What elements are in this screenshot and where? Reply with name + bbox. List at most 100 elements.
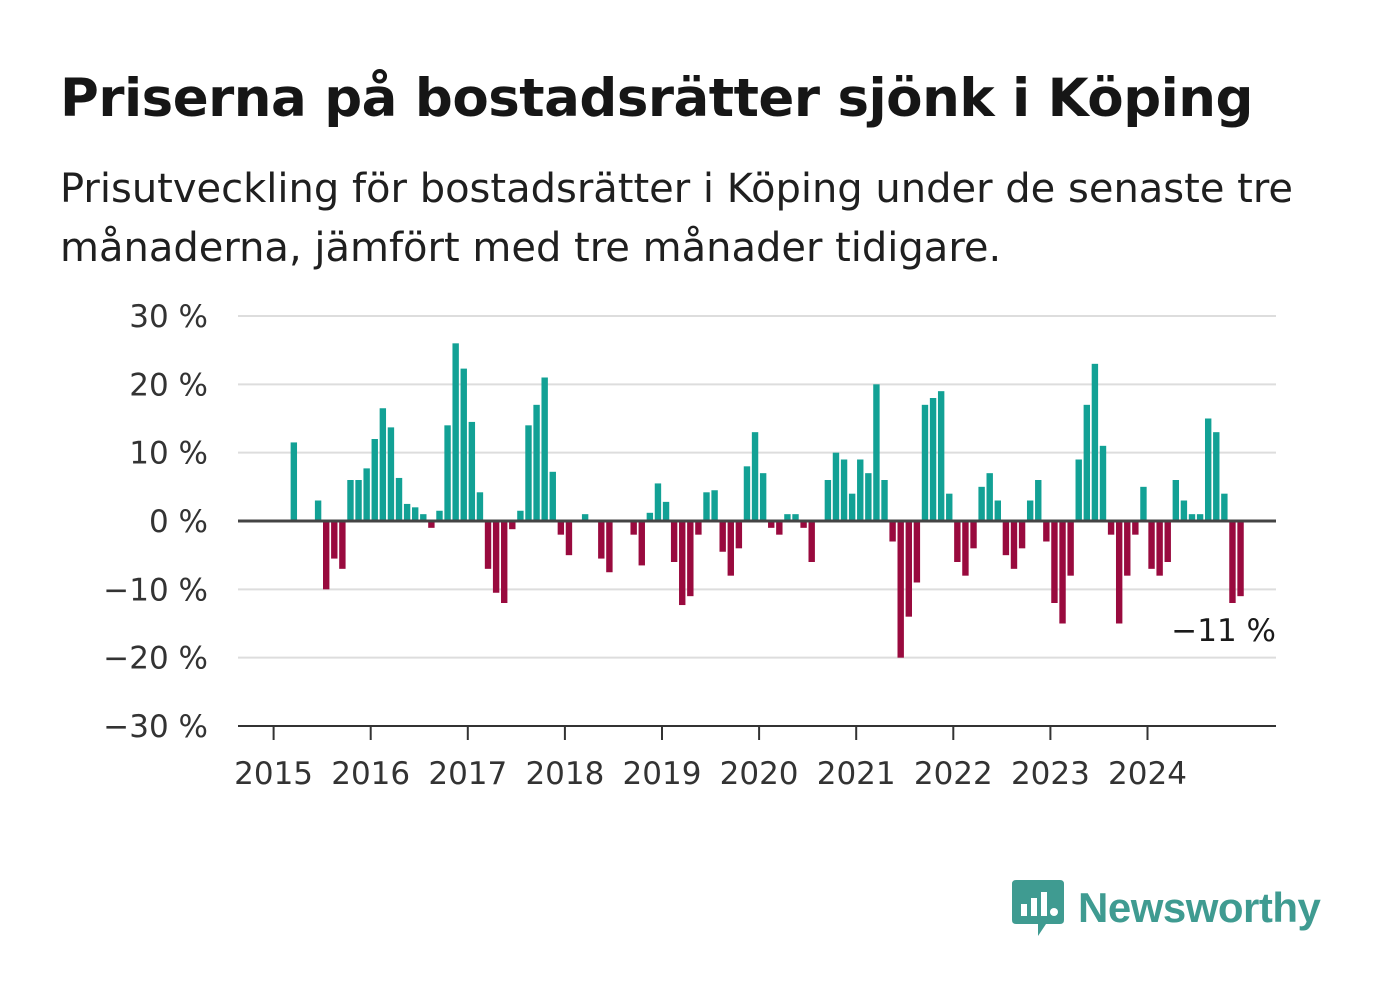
bar bbox=[525, 425, 532, 521]
bar bbox=[727, 521, 734, 576]
bar bbox=[824, 480, 832, 521]
bar bbox=[1035, 480, 1042, 521]
bar bbox=[1059, 521, 1066, 624]
last-value-annotation: −11 % bbox=[1171, 613, 1276, 649]
bar bbox=[1132, 521, 1139, 535]
bar bbox=[638, 521, 645, 566]
bar bbox=[339, 521, 346, 569]
bar bbox=[954, 521, 961, 562]
bar bbox=[1148, 521, 1155, 569]
bar bbox=[921, 404, 929, 521]
bar bbox=[1237, 521, 1244, 597]
bar bbox=[1188, 514, 1196, 521]
bar bbox=[420, 514, 427, 521]
bar bbox=[759, 473, 767, 521]
bar bbox=[1164, 521, 1171, 562]
bar bbox=[1229, 521, 1236, 603]
bar bbox=[549, 471, 556, 521]
y-tick-label: 20 % bbox=[129, 367, 208, 403]
x-tick-label: 2015 bbox=[234, 756, 313, 792]
x-tick-label: 2022 bbox=[914, 756, 993, 792]
bar bbox=[848, 493, 856, 521]
bar bbox=[865, 473, 872, 521]
bar bbox=[881, 480, 888, 521]
bar bbox=[606, 521, 613, 573]
bar bbox=[889, 521, 896, 542]
bar bbox=[598, 521, 605, 559]
bar bbox=[905, 521, 912, 617]
bar bbox=[994, 500, 1001, 521]
bar bbox=[428, 521, 435, 528]
bar bbox=[1196, 514, 1204, 521]
bar bbox=[557, 521, 565, 535]
bar bbox=[1213, 432, 1220, 521]
bar bbox=[1124, 521, 1131, 576]
bar bbox=[1099, 445, 1107, 521]
chart-title: Priserna på bostadsrätter sjönk i Köping bbox=[60, 68, 1253, 129]
bar bbox=[436, 510, 443, 521]
bar bbox=[403, 503, 411, 521]
bar bbox=[452, 343, 459, 521]
bar bbox=[1067, 521, 1074, 576]
bar bbox=[1075, 459, 1082, 521]
bar bbox=[484, 521, 492, 569]
newsworthy-logo: Newsworthy bbox=[1010, 878, 1321, 938]
bar bbox=[800, 521, 807, 528]
bar bbox=[412, 507, 419, 521]
bar bbox=[541, 377, 548, 521]
bar bbox=[719, 521, 726, 552]
x-tick-label: 2023 bbox=[1011, 756, 1090, 792]
bar bbox=[444, 425, 451, 521]
bar bbox=[808, 521, 815, 562]
bar bbox=[646, 512, 654, 521]
bar bbox=[1140, 486, 1147, 521]
bar bbox=[1026, 500, 1034, 521]
y-tick-label: 10 % bbox=[129, 436, 208, 472]
bar bbox=[654, 483, 662, 521]
bar bbox=[1172, 480, 1180, 521]
bar bbox=[776, 521, 783, 535]
bar bbox=[962, 521, 969, 576]
bar bbox=[395, 477, 403, 521]
bar bbox=[1180, 500, 1188, 521]
bar bbox=[670, 521, 678, 562]
bar bbox=[492, 521, 500, 593]
bar bbox=[703, 492, 710, 521]
bar bbox=[792, 514, 799, 521]
bar bbox=[1083, 404, 1091, 521]
bar bbox=[1156, 521, 1163, 576]
bar bbox=[290, 442, 298, 521]
bar bbox=[323, 521, 330, 590]
x-tick-label: 2024 bbox=[1108, 756, 1187, 792]
bar bbox=[630, 521, 637, 535]
y-tick-label: −10 % bbox=[103, 572, 208, 608]
bar bbox=[986, 473, 993, 521]
bar bbox=[355, 480, 362, 521]
bar bbox=[314, 500, 322, 521]
bar bbox=[695, 521, 702, 535]
y-tick-label: 30 % bbox=[129, 299, 208, 335]
bar bbox=[735, 521, 743, 549]
bar bbox=[840, 459, 848, 521]
bar bbox=[662, 501, 670, 521]
bar bbox=[857, 459, 864, 521]
bar bbox=[897, 521, 904, 658]
bar bbox=[1091, 363, 1099, 521]
bar bbox=[509, 521, 516, 530]
bar bbox=[379, 408, 387, 521]
bar bbox=[873, 384, 880, 521]
bar bbox=[743, 466, 751, 521]
y-tick-label: −30 % bbox=[103, 709, 208, 745]
bar bbox=[768, 521, 775, 528]
bar bbox=[460, 368, 467, 521]
brand-name: Newsworthy bbox=[1078, 884, 1321, 931]
x-tick-label: 2018 bbox=[525, 756, 604, 792]
bar bbox=[1221, 493, 1228, 521]
bar bbox=[533, 404, 540, 521]
bar bbox=[784, 514, 791, 521]
bar bbox=[1115, 521, 1123, 624]
bar bbox=[679, 521, 686, 606]
bar bbox=[970, 521, 977, 549]
bar bbox=[711, 490, 718, 521]
bar bbox=[978, 486, 985, 521]
